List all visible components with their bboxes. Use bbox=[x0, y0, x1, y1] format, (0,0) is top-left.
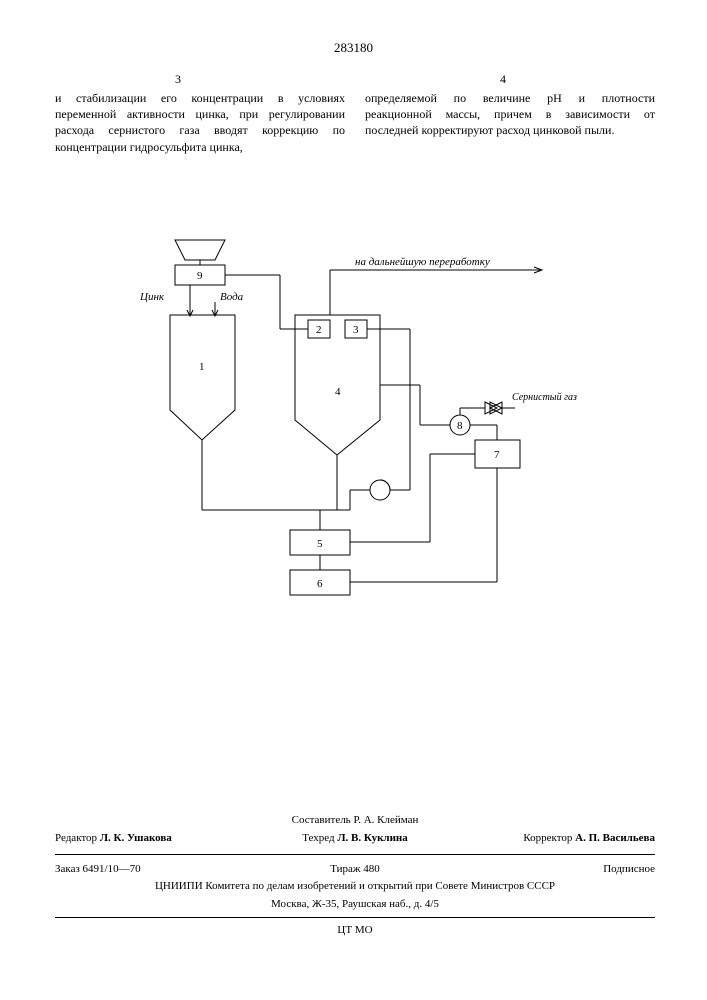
node-2-label: 2 bbox=[316, 324, 322, 336]
order-number: Заказ 6491/10—70 bbox=[55, 861, 255, 879]
compiler-line: Составитель Р. А. Клейман bbox=[55, 812, 655, 830]
column-number-left: 3 bbox=[175, 72, 181, 87]
node-9-label: 9 bbox=[197, 270, 203, 282]
editor-credit: Редактор Л. К. Ушакова bbox=[55, 830, 255, 848]
water-label: Вода bbox=[220, 291, 244, 303]
org-line-1: ЦНИИПИ Комитета по делам изобретений и о… bbox=[55, 878, 655, 896]
org-line-3: ЦТ МО bbox=[55, 922, 655, 940]
node-1-label: 1 bbox=[199, 361, 205, 373]
node-6-label: 6 bbox=[317, 578, 323, 590]
body-text: и стабилизации его концентрации в услови… bbox=[55, 90, 655, 155]
print-row: Заказ 6491/10—70 Тираж 480 Подписное bbox=[55, 861, 655, 879]
node-4-label: 4 bbox=[335, 386, 341, 398]
node-8-label: 8 bbox=[457, 420, 463, 432]
credits-row: Редактор Л. К. Ушакова Техред Л. В. Кукл… bbox=[55, 830, 655, 848]
zinc-label: Цинк bbox=[139, 291, 165, 303]
node-5-label: 5 bbox=[317, 538, 323, 550]
node-3-label: 3 bbox=[353, 324, 359, 336]
footer-block: Составитель Р. А. Клейман Редактор Л. К.… bbox=[55, 812, 655, 940]
column-number-right: 4 bbox=[500, 72, 506, 87]
org-line-2: Москва, Ж-35, Раушская наб., д. 4/5 bbox=[55, 896, 655, 914]
right-column-text: определяемой по величине pH и плотности … bbox=[365, 90, 655, 155]
node-7-label: 7 bbox=[494, 449, 500, 461]
page-number-top: 283180 bbox=[334, 40, 373, 56]
so2-label: Сернистый газ bbox=[512, 392, 577, 403]
techred-credit: Техред Л. В. Куклина bbox=[255, 830, 455, 848]
subscription: Подписное bbox=[455, 861, 655, 879]
tirazh: Тираж 480 bbox=[255, 861, 455, 879]
process-diagram: 9 Цинк Вода 1 на дальнейшую переработку … bbox=[120, 230, 590, 655]
left-column-text: и стабилизации его концентрации в услови… bbox=[55, 90, 345, 155]
corrector-credit: Корректор А. П. Васильева bbox=[455, 830, 655, 848]
output-label: на дальнейшую переработку bbox=[355, 256, 490, 268]
